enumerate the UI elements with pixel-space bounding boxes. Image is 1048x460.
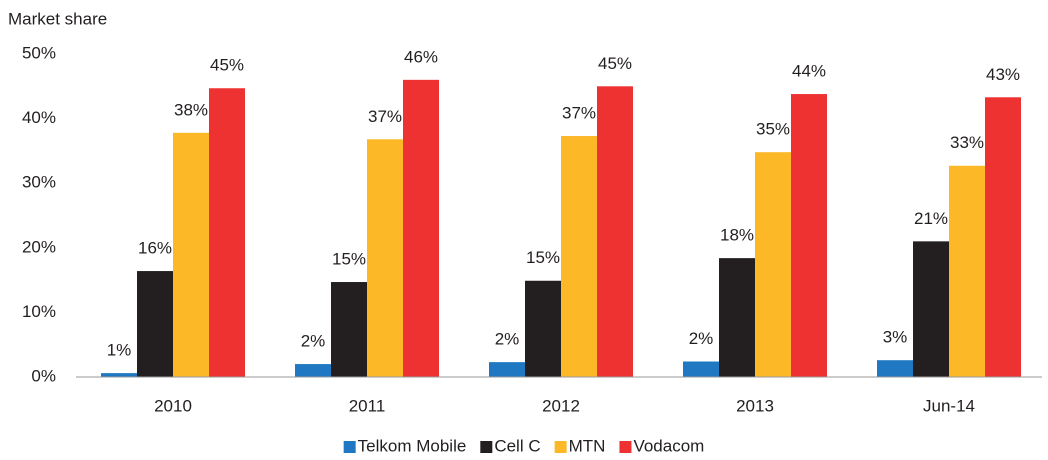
bar: [719, 258, 755, 377]
data-label: 37%: [562, 104, 596, 123]
data-label: 21%: [914, 209, 948, 228]
legend: Telkom Mobile Cell C MTN Vodacom: [343, 436, 704, 455]
bar: [403, 79, 439, 377]
legend-label: Cell C: [494, 436, 540, 455]
bar: [755, 152, 791, 377]
bar: [683, 361, 719, 377]
x-tick-label: Jun-14: [923, 396, 975, 415]
x-tick-label: 2011: [349, 396, 386, 415]
data-label: 18%: [720, 226, 754, 245]
data-label: 46%: [404, 47, 438, 66]
bar: [331, 282, 367, 377]
legend-label: Vodacom: [633, 436, 704, 455]
data-label: 1%: [107, 341, 132, 360]
data-label: 33%: [950, 133, 984, 152]
y-tick-label: 10%: [22, 302, 56, 321]
bar: [913, 241, 949, 377]
legend-label: Telkom Mobile: [358, 436, 467, 455]
data-label: 16%: [138, 239, 172, 258]
data-label: 45%: [210, 56, 244, 75]
y-tick-label: 0%: [31, 366, 56, 385]
bar: [209, 88, 245, 377]
y-tick-label: 30%: [22, 173, 56, 192]
data-label: 2%: [301, 332, 326, 351]
x-tick-label: 2012: [542, 396, 580, 415]
data-label: 15%: [526, 248, 560, 267]
data-label: 45%: [598, 54, 632, 73]
x-tick-label: 2013: [736, 396, 774, 415]
data-label: 35%: [756, 120, 790, 139]
bar: [949, 165, 985, 377]
y-tick-label: 50%: [22, 43, 56, 62]
bar: [985, 97, 1021, 378]
legend-swatch: [554, 441, 567, 453]
data-label: 15%: [332, 250, 366, 269]
data-label: 43%: [986, 65, 1020, 84]
bar: [173, 132, 209, 377]
bar: [101, 373, 137, 377]
data-label: 2%: [495, 330, 520, 349]
x-tick-label: 2010: [154, 396, 192, 415]
y-tick-label: 20%: [22, 237, 56, 256]
data-label: 2%: [689, 329, 714, 348]
bar: [489, 362, 525, 377]
legend-swatch: [343, 441, 356, 453]
bar: [295, 364, 331, 377]
data-label: 37%: [368, 107, 402, 126]
legend-swatch: [480, 441, 493, 453]
data-label: 3%: [883, 328, 908, 347]
data-label: 44%: [792, 62, 826, 81]
legend-label: MTN: [569, 436, 606, 455]
bar: [525, 280, 561, 377]
bar: [561, 136, 597, 377]
bar: [877, 360, 913, 377]
bar: [791, 94, 827, 377]
legend-swatch: [619, 441, 632, 453]
bar: [597, 86, 633, 378]
bar: [137, 271, 173, 377]
data-label: 38%: [174, 100, 208, 119]
bar: [367, 139, 403, 377]
y-axis-label: Market share: [8, 9, 107, 28]
y-tick-label: 40%: [22, 108, 56, 127]
